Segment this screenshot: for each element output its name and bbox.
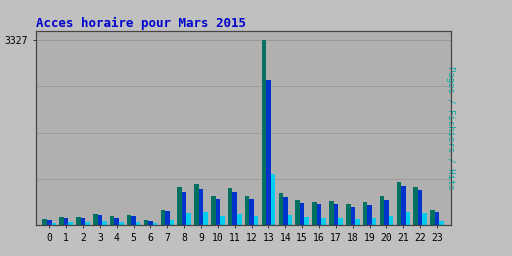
Bar	[351, 207, 355, 225]
Bar	[148, 221, 153, 225]
Bar	[220, 216, 225, 225]
Bar	[430, 210, 435, 225]
Bar	[262, 40, 266, 225]
Bar	[389, 216, 393, 225]
Bar	[266, 80, 271, 225]
Bar	[136, 222, 140, 225]
Bar	[384, 200, 389, 225]
Bar	[42, 219, 47, 225]
Bar	[102, 221, 106, 225]
Bar	[271, 174, 275, 225]
Bar	[245, 196, 249, 225]
Bar	[288, 215, 292, 225]
Bar	[64, 218, 69, 225]
Y-axis label: Pages / Fichiers / Hits: Pages / Fichiers / Hits	[446, 66, 455, 190]
Bar	[413, 187, 418, 225]
Bar	[305, 217, 309, 225]
Bar	[334, 204, 338, 225]
Bar	[312, 202, 317, 225]
Bar	[295, 200, 300, 225]
Bar	[119, 222, 123, 225]
Bar	[194, 184, 199, 225]
Bar	[216, 199, 220, 225]
Bar	[322, 218, 326, 225]
Bar	[132, 216, 136, 225]
Bar	[153, 223, 157, 225]
Bar	[47, 220, 52, 225]
Bar	[338, 218, 343, 225]
Bar	[182, 192, 186, 225]
Bar	[372, 218, 376, 225]
Bar	[169, 220, 174, 225]
Bar	[199, 189, 203, 225]
Bar	[355, 219, 359, 225]
Bar	[317, 204, 322, 225]
Bar	[86, 222, 90, 225]
Bar	[203, 212, 208, 225]
Bar	[177, 187, 182, 225]
Bar	[59, 217, 64, 225]
Bar	[160, 210, 165, 225]
Bar	[127, 215, 132, 225]
Bar	[368, 205, 372, 225]
Bar	[76, 217, 81, 225]
Bar	[418, 190, 422, 225]
Bar	[439, 221, 444, 225]
Bar	[110, 216, 115, 225]
Bar	[396, 182, 401, 225]
Text: Acces horaire pour Mars 2015: Acces horaire pour Mars 2015	[36, 16, 246, 29]
Bar	[363, 202, 368, 225]
Bar	[144, 220, 148, 225]
Bar	[401, 186, 406, 225]
Bar	[228, 188, 232, 225]
Bar	[237, 214, 242, 225]
Bar	[186, 213, 191, 225]
Bar	[435, 212, 439, 225]
Bar	[422, 213, 427, 225]
Bar	[165, 211, 169, 225]
Bar	[380, 196, 384, 225]
Bar	[98, 215, 102, 225]
Bar	[300, 203, 305, 225]
Bar	[406, 212, 410, 225]
Bar	[232, 192, 237, 225]
Bar	[52, 223, 56, 225]
Bar	[249, 199, 254, 225]
Bar	[254, 216, 259, 225]
Bar	[346, 204, 351, 225]
Bar	[115, 218, 119, 225]
Bar	[69, 222, 73, 225]
Bar	[211, 196, 216, 225]
Bar	[279, 193, 283, 225]
Bar	[283, 197, 288, 225]
Bar	[93, 214, 98, 225]
Bar	[329, 201, 334, 225]
Bar	[81, 218, 86, 225]
